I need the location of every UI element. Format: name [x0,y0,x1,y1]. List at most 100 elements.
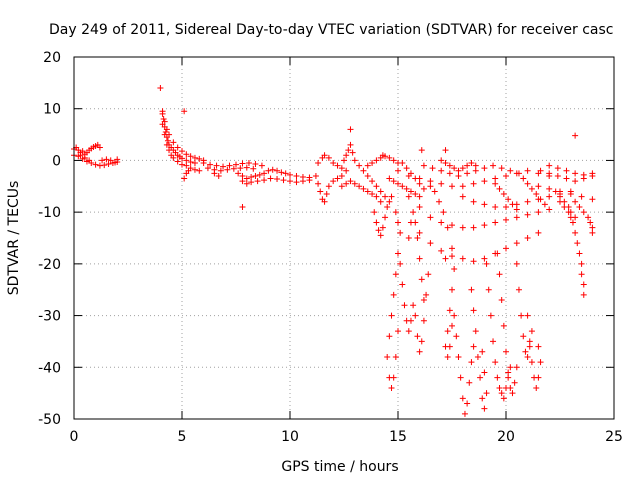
data-point [261,177,268,184]
data-point [349,149,356,156]
data-point [436,198,443,205]
data-point [401,302,408,309]
data-point [245,160,252,167]
data-point [589,229,596,236]
data-point [403,165,410,172]
data-point [513,206,520,213]
data-point [412,191,419,198]
data-point [405,193,412,200]
data-point [524,180,531,187]
data-point [312,172,319,179]
data-point [239,160,246,167]
data-point [343,180,350,187]
data-point [248,179,255,186]
data-point [513,364,520,371]
data-point [364,162,371,169]
data-point [427,214,434,221]
data-point [524,167,531,174]
data-point [373,193,380,200]
data-point [535,229,542,236]
data-point [541,201,548,208]
data-point [162,128,169,135]
data-point [459,255,466,262]
data-point [492,180,499,187]
data-point [479,395,486,402]
data-point [226,162,233,169]
data-point [183,162,190,169]
data-point [217,167,224,174]
data-point [537,167,544,174]
data-point [388,193,395,200]
data-point [500,395,507,402]
data-point [99,157,106,164]
data-point [414,333,421,340]
data-point [397,260,404,267]
data-point [412,175,419,182]
data-point [397,229,404,236]
data-point [174,144,181,151]
data-point [174,158,181,165]
data-point [96,144,103,151]
data-point [515,170,522,177]
x-axis-label: GPS time / hours [281,459,398,475]
data-point [438,247,445,254]
data-point [455,353,462,360]
data-point [373,183,380,190]
data-point [416,180,423,187]
data-point [509,390,516,397]
data-point [321,152,328,159]
data-point [438,167,445,174]
data-point [494,374,501,381]
data-point [159,110,166,117]
data-point [444,353,451,360]
data-point [325,183,332,190]
data-point [453,333,460,340]
data-point [554,165,561,172]
data-point [474,353,481,360]
data-point [492,219,499,226]
data-point [524,353,531,360]
data-point [213,162,220,169]
data-point [407,317,414,324]
data-point [477,374,484,381]
data-point [243,175,250,182]
data-point [92,161,99,168]
data-point [503,203,509,210]
data-point [546,162,553,169]
data-point [334,175,341,182]
data-point [492,175,499,182]
data-point [444,224,451,231]
data-point [442,160,449,167]
data-point [492,359,499,366]
data-point [468,160,475,167]
data-point [211,166,218,173]
data-point [395,180,401,187]
data-point [481,165,488,172]
data-point [572,170,579,177]
data-point [554,172,561,179]
data-point [451,312,458,319]
data-point [163,141,170,148]
data-point [496,185,503,192]
data-point [535,183,542,190]
data-point [416,348,423,355]
data-point [375,227,382,234]
data-point [392,271,399,278]
data-point [412,312,419,319]
data-point [325,154,332,161]
data-point [449,253,455,260]
y-axis-label: SDTVAR / TECUs [6,181,22,296]
data-point [386,333,393,340]
data-point [481,178,488,185]
data-point [578,260,585,267]
data-point [518,312,525,319]
data-point [572,178,579,185]
data-point [561,198,568,205]
data-point [114,156,121,163]
data-point [250,165,257,172]
data-point [546,193,553,200]
data-point [546,185,553,192]
data-point [107,157,114,164]
data-point [526,343,533,350]
data-point [524,312,531,319]
